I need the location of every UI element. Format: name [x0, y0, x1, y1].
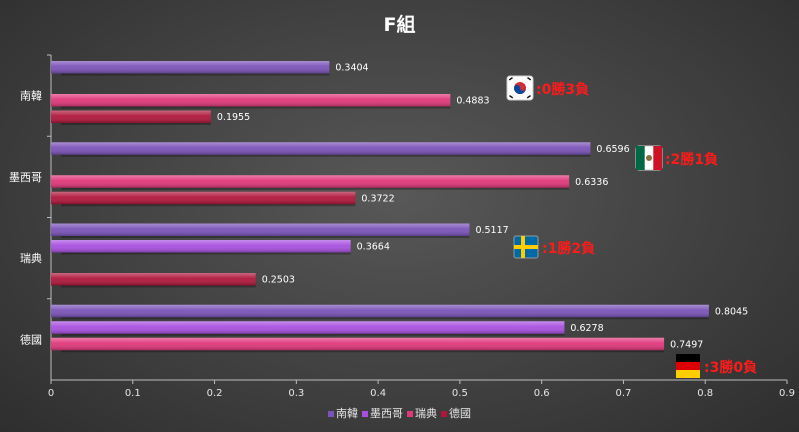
x-tick-label: 0.2: [207, 388, 223, 399]
data-label: 0.6336: [575, 177, 608, 188]
record-annotation: :0勝3負: [536, 81, 589, 98]
bar-highlight: [51, 110, 211, 123]
bar-highlight: [51, 304, 709, 318]
bar-highlight: [51, 223, 470, 236]
mexico-flag-icon: [635, 145, 663, 171]
category-label: 南韓: [20, 90, 42, 103]
legend-item: 德國: [441, 405, 471, 421]
x-tick-label: 0.9: [779, 388, 795, 399]
category-label: 德國: [20, 332, 42, 346]
legend-item: 墨西哥: [362, 405, 403, 421]
x-tick-label: 0.3: [288, 388, 304, 399]
x-tick-label: 0: [48, 388, 54, 399]
x-tick-label: 0.4: [370, 388, 386, 399]
data-label: 0.3722: [361, 193, 394, 204]
data-label: 0.8045: [715, 306, 748, 317]
data-label: 0.6596: [596, 144, 629, 155]
x-tick-label: 0.1: [125, 388, 141, 399]
data-label: 0.3404: [335, 63, 368, 74]
record-annotation: :1勝2負: [542, 240, 595, 257]
category-label: 墨西哥: [9, 171, 42, 184]
bar-highlight: [51, 94, 451, 107]
x-tick-label: 0.8: [697, 388, 713, 399]
germany-flag-icon: [676, 354, 700, 378]
bar-highlight: [51, 142, 591, 155]
x-tick-label: 0.7: [615, 388, 631, 399]
korea-flag-icon: [506, 75, 534, 101]
legend-swatch: [407, 411, 413, 417]
legend-label: 墨西哥: [370, 407, 403, 420]
data-label: 0.5117: [475, 225, 508, 236]
bar-highlight: [51, 240, 351, 253]
data-label: 0.1955: [217, 112, 250, 123]
legend-item: 瑞典: [407, 405, 437, 421]
bar-highlight: [51, 337, 665, 351]
legend-swatch: [328, 411, 334, 417]
sweden-flag-icon: [513, 235, 539, 259]
bar-highlight: [51, 191, 356, 205]
chart-title: F組: [383, 14, 416, 36]
legend-label: 瑞典: [415, 407, 437, 420]
legend-label: 南韓: [336, 407, 358, 420]
legend-item: 南韓: [328, 405, 358, 421]
data-label: 0.3664: [357, 242, 390, 253]
data-label: 0.6278: [570, 323, 603, 334]
category-label: 瑞典: [20, 251, 42, 265]
record-annotation: :3勝0負: [704, 359, 757, 376]
legend-swatch: [362, 411, 368, 417]
bar-highlight: [51, 273, 256, 286]
bar-highlight: [51, 175, 570, 188]
bar-highlight: [51, 321, 565, 334]
record-annotation: :2勝1負: [665, 151, 718, 168]
data-label: 0.2503: [262, 275, 295, 286]
data-label: 0.7497: [670, 339, 703, 350]
bar-highlight: [51, 61, 330, 74]
x-tick-label: 0.5: [452, 388, 468, 399]
x-tick-label: 0.6: [534, 388, 550, 399]
chart-legend: 南韓 墨西哥 瑞典 德國: [0, 405, 799, 421]
legend-label: 德國: [449, 407, 471, 420]
legend-swatch: [441, 411, 447, 417]
data-label: 0.4883: [456, 96, 489, 107]
